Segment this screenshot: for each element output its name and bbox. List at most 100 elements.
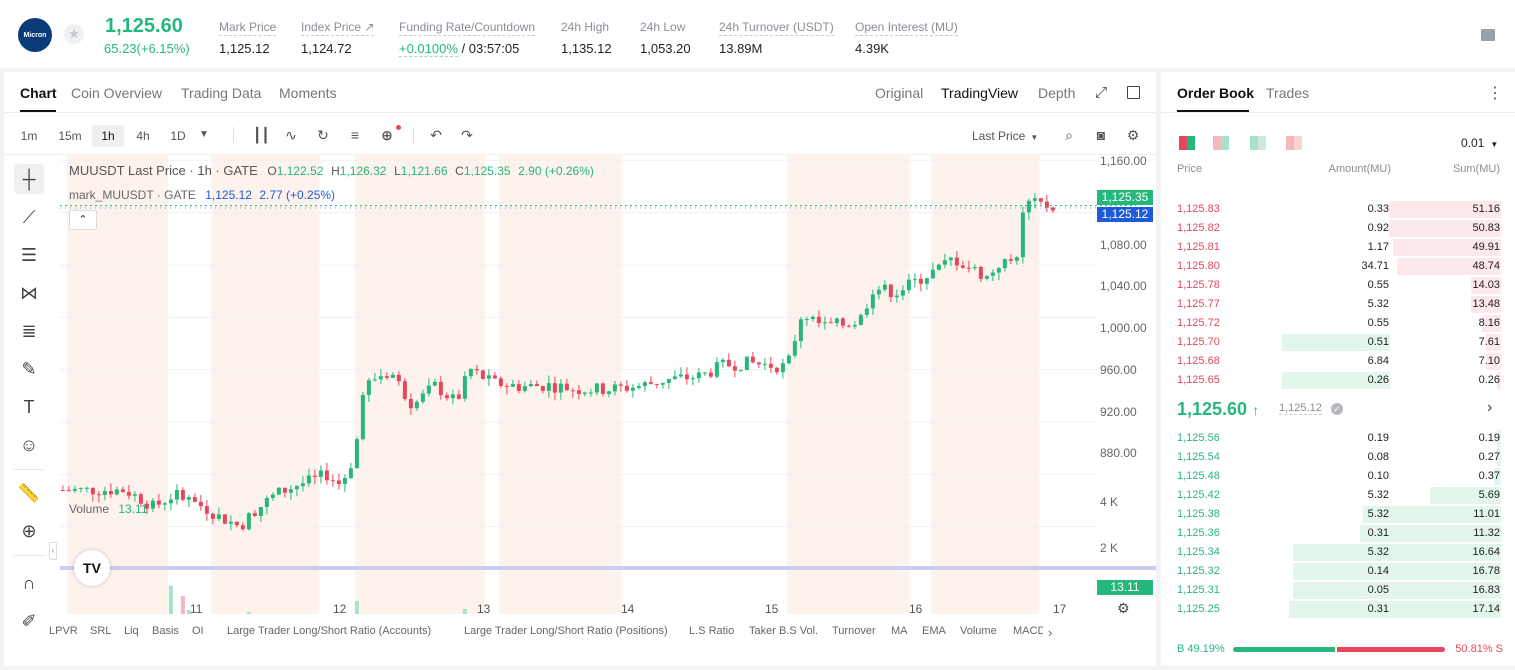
- gear-icon[interactable]: ⚙: [1126, 127, 1140, 143]
- chevron-right-icon[interactable]: ›: [1048, 625, 1053, 640]
- favorite-star-icon[interactable]: ★: [64, 24, 84, 44]
- indicator-lpvr[interactable]: LPVR: [49, 625, 78, 637]
- bid-sum: 16.78: [1472, 565, 1500, 577]
- chart-settings-gear-icon[interactable]: ⚙: [1117, 600, 1130, 616]
- split-view-icon[interactable]: [1213, 136, 1229, 150]
- candle-body: [828, 322, 833, 324]
- tab-trades[interactable]: Trades: [1266, 85, 1310, 101]
- indicators-icon[interactable]: ∿: [285, 127, 297, 143]
- session-band: [211, 154, 320, 614]
- interval-15m[interactable]: 15m: [58, 129, 82, 143]
- emoji-icon[interactable]: ☺: [19, 435, 39, 455]
- view-depth[interactable]: Depth: [1038, 85, 1076, 101]
- collapse-toolbar-icon[interactable]: ‹: [49, 542, 57, 560]
- indicator-srl[interactable]: SRL: [90, 625, 112, 637]
- indicator-lt-ls-positions[interactable]: Large Trader Long/Short Ratio (Positions…: [464, 625, 668, 637]
- magnet-icon[interactable]: ∩: [22, 573, 36, 593]
- both-sides-view-icon[interactable]: [1179, 136, 1195, 150]
- interval-dropdown-chevron-icon[interactable]: ▼: [199, 129, 209, 140]
- view-tradingview[interactable]: TradingView: [941, 85, 1019, 101]
- ask-row[interactable]: 1,125.65 0.26 0.26: [1161, 371, 1515, 390]
- ask-row[interactable]: 1,125.77 5.32 13.48: [1161, 295, 1515, 314]
- chevron-right-icon[interactable]: ›: [1487, 399, 1493, 416]
- micron-logo[interactable]: Micron: [18, 18, 52, 52]
- fib-icon[interactable]: ≣: [21, 321, 37, 341]
- interval-4h[interactable]: 4h: [136, 129, 150, 143]
- replay-icon[interactable]: ↻: [317, 127, 329, 143]
- ask-row[interactable]: 1,125.72 0.55 8.16: [1161, 314, 1515, 333]
- bid-row[interactable]: 1,125.42 5.32 5.69: [1161, 486, 1515, 505]
- ask-row[interactable]: 1,125.83 0.33 51.16: [1161, 200, 1515, 219]
- ask-row[interactable]: 1,125.68 6.84 7.10: [1161, 352, 1515, 371]
- tab-moments[interactable]: Moments: [279, 85, 337, 101]
- indicator-ema[interactable]: EMA: [922, 625, 946, 637]
- interval-1h[interactable]: 1h: [92, 125, 124, 147]
- indicator-macd[interactable]: MACD: [1013, 625, 1043, 637]
- text-tool-icon[interactable]: T: [23, 397, 35, 417]
- indicator-basis[interactable]: Basis: [152, 625, 179, 637]
- bids-view-icon[interactable]: [1250, 136, 1266, 150]
- fullscreen-icon[interactable]: ⤢: [1095, 84, 1108, 101]
- candle-body: [672, 376, 677, 380]
- bid-amount: 0.08: [1367, 451, 1389, 463]
- pattern-icon[interactable]: ⋈: [20, 283, 38, 303]
- tradingview-logo[interactable]: TV: [74, 550, 110, 586]
- pencil-lock-icon[interactable]: ✐: [21, 611, 37, 631]
- view-original[interactable]: Original: [875, 85, 924, 101]
- ask-row[interactable]: 1,125.82 0.92 50.83: [1161, 219, 1515, 238]
- indicator-volume[interactable]: Volume: [960, 625, 997, 637]
- bid-row[interactable]: 1,125.54 0.08 0.27: [1161, 448, 1515, 467]
- tab-coin-overview[interactable]: Coin Overview: [71, 85, 163, 101]
- window-icon[interactable]: [1127, 86, 1140, 99]
- horizontal-lines-icon[interactable]: ☰: [20, 245, 38, 265]
- ask-row[interactable]: 1,125.70 0.51 7.61: [1161, 333, 1515, 352]
- indicator-oi[interactable]: OI: [192, 625, 204, 637]
- bid-row[interactable]: 1,125.32 0.14 16.78: [1161, 562, 1515, 581]
- turnover-value: 13.89M: [719, 41, 763, 56]
- bid-row[interactable]: 1,125.56 0.19 0.19: [1161, 429, 1515, 448]
- precision-select[interactable]: 0.01 ▼: [1461, 136, 1498, 150]
- indicator-liq[interactable]: Liq: [124, 625, 139, 637]
- candle-body: [1038, 198, 1043, 202]
- candle-body: [432, 381, 437, 386]
- index-price-stat[interactable]: Index Price ↗ 1,124.72: [301, 18, 375, 56]
- ruler-icon[interactable]: 📏: [17, 483, 41, 503]
- bid-row[interactable]: 1,125.25 0.31 17.14: [1161, 600, 1515, 619]
- trend-line-icon[interactable]: ⟋: [22, 207, 36, 227]
- interval-1d[interactable]: 1D: [170, 129, 186, 143]
- asks-view-icon[interactable]: [1286, 136, 1302, 150]
- guide-book-icon[interactable]: [1481, 29, 1495, 41]
- redo-icon[interactable]: ↷: [461, 127, 473, 143]
- bid-row[interactable]: 1,125.38 5.32 11.01: [1161, 505, 1515, 524]
- price-type-select[interactable]: Last Price ▼: [972, 125, 1042, 147]
- ask-row[interactable]: 1,125.81 1.17 49.91: [1161, 238, 1515, 257]
- undo-icon[interactable]: ↶: [430, 127, 442, 143]
- search-icon[interactable]: ⌕: [1065, 127, 1073, 143]
- candle-body: [162, 503, 167, 505]
- ask-row[interactable]: 1,125.80 34.71 48.74: [1161, 257, 1515, 276]
- indicator-turnover[interactable]: Turnover: [832, 625, 876, 637]
- candle-type-icon[interactable]: ┃┃: [253, 127, 270, 143]
- brush-icon[interactable]: ✎: [21, 359, 37, 379]
- collapse-legend-chevron-up-icon[interactable]: ⌃: [69, 210, 97, 230]
- crosshair-icon[interactable]: ┼: [14, 164, 44, 194]
- bid-row[interactable]: 1,125.36 0.31 11.32: [1161, 524, 1515, 543]
- bid-row[interactable]: 1,125.34 5.32 16.64: [1161, 543, 1515, 562]
- price-chart[interactable]: [60, 154, 1156, 614]
- indicator-ma[interactable]: MA: [891, 625, 908, 637]
- zoom-in-icon[interactable]: ⊕: [21, 521, 37, 541]
- indicator-lt-ls-accounts[interactable]: Large Trader Long/Short Ratio (Accounts): [227, 625, 432, 637]
- tab-trading-data[interactable]: Trading Data: [181, 85, 262, 101]
- add-indicator-icon[interactable]: ⊕: [381, 127, 393, 143]
- bid-row[interactable]: 1,125.48 0.10 0.37: [1161, 467, 1515, 486]
- interval-1m[interactable]: 1m: [20, 129, 38, 143]
- indicator-ls-ratio[interactable]: L.S Ratio: [689, 625, 735, 637]
- tab-chart[interactable]: Chart: [20, 85, 57, 101]
- tab-order-book[interactable]: Order Book: [1177, 85, 1255, 101]
- indicator-taker-bs[interactable]: Taker B.S Vol.: [749, 625, 819, 637]
- more-vertical-icon[interactable]: ⋮: [1487, 85, 1503, 102]
- templates-icon[interactable]: ≡: [350, 127, 360, 143]
- ask-row[interactable]: 1,125.78 0.55 14.03: [1161, 276, 1515, 295]
- camera-icon[interactable]: ◙: [1096, 127, 1106, 143]
- bid-row[interactable]: 1,125.31 0.05 16.83: [1161, 581, 1515, 600]
